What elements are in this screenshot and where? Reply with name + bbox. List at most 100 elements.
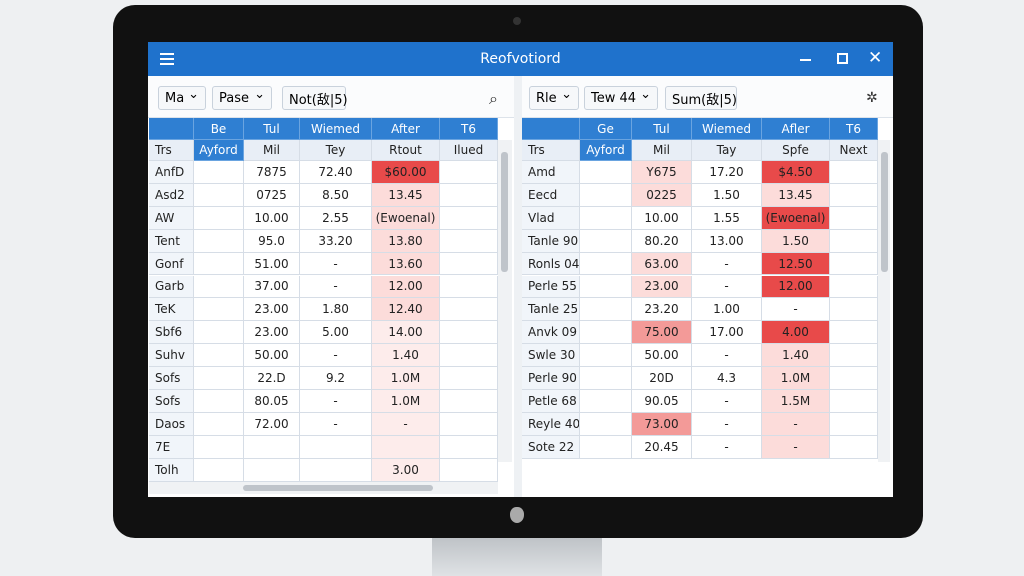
- toolbar-text: Pase: [219, 90, 249, 106]
- cell: [440, 252, 498, 276]
- cell: [830, 206, 878, 230]
- cell: 12.00: [372, 275, 440, 299]
- cell: -: [692, 412, 762, 436]
- cell: 33.20: [300, 229, 372, 253]
- dropdown[interactable]: Pase ⌄: [212, 86, 272, 110]
- column-subheader: Next: [830, 140, 878, 161]
- cell: [440, 344, 498, 368]
- cell: [440, 435, 498, 459]
- cell: 9.2: [300, 367, 372, 390]
- cell: [194, 344, 244, 368]
- column-header: Ge: [580, 118, 632, 140]
- cell: 23.20: [632, 298, 692, 322]
- cell: 50.00: [244, 344, 300, 368]
- cell: 72.40: [300, 161, 372, 184]
- minimize-button[interactable]: [800, 59, 811, 61]
- cell: [244, 435, 300, 459]
- cell: [580, 206, 632, 230]
- maximize-button[interactable]: [837, 53, 848, 64]
- cell: Vlad: [522, 206, 580, 230]
- cell: 1.00: [692, 298, 762, 322]
- cell: [830, 252, 878, 276]
- cell: [194, 321, 244, 345]
- cell: 51.00: [244, 252, 300, 276]
- search-icon[interactable]: ⌕: [489, 89, 498, 108]
- column-subheader: Ayford: [580, 140, 632, 161]
- cell: Garb: [149, 275, 194, 299]
- close-button[interactable]: ✕: [868, 48, 883, 68]
- dropdown[interactable]: Rle ⌄: [529, 86, 579, 110]
- column-header: After: [372, 118, 440, 140]
- cell: 75.00: [632, 321, 692, 345]
- cell: [580, 412, 632, 436]
- logo: [510, 507, 524, 523]
- cell: Tanle 25: [522, 298, 580, 322]
- toolbar-text: Not(敌|5): [289, 92, 348, 108]
- cell: -: [762, 298, 830, 322]
- menu-button[interactable]: [160, 53, 174, 65]
- column-subheader: Ayford: [194, 140, 244, 161]
- scroll-thumb[interactable]: [501, 152, 508, 272]
- cell: 72.00: [244, 412, 300, 436]
- cell: Amd: [522, 161, 580, 184]
- cell: Tanle 90: [522, 229, 580, 253]
- cell: AW: [149, 206, 194, 230]
- cell: AnfD: [149, 161, 194, 184]
- cell: -: [692, 390, 762, 413]
- cell: 1.0M: [372, 367, 440, 390]
- column-header: Tul: [632, 118, 692, 140]
- caret: ⌄: [188, 87, 199, 102]
- cell: 1.50: [762, 229, 830, 253]
- column-header: [149, 118, 194, 140]
- column-subheader: Ilued: [440, 140, 498, 161]
- cell: 8.50: [300, 183, 372, 207]
- cell: 0225: [632, 183, 692, 207]
- cell: [830, 344, 878, 368]
- cell: [830, 183, 878, 207]
- cell: [194, 229, 244, 253]
- cell: [580, 229, 632, 253]
- cell: 63.00: [632, 252, 692, 276]
- cell: Anvk 09: [522, 321, 580, 345]
- cell: -: [762, 435, 830, 459]
- cell: [300, 435, 372, 459]
- cell: Gonf: [149, 252, 194, 276]
- cell: 17.00: [692, 321, 762, 345]
- cell: 20D: [632, 367, 692, 390]
- column-header: Afler: [762, 118, 830, 140]
- cell: [580, 390, 632, 413]
- cell: 2.55: [300, 206, 372, 230]
- cell: [440, 161, 498, 184]
- cell: -: [692, 252, 762, 276]
- cell: 1.55: [692, 206, 762, 230]
- formula-input[interactable]: Not(敌|5): [282, 86, 348, 110]
- pane-divider: [514, 76, 522, 497]
- caret: ⌄: [640, 87, 651, 102]
- cell: -: [762, 412, 830, 436]
- cell: Asd2: [149, 183, 194, 207]
- cell: 13.00: [692, 229, 762, 253]
- settings-icon[interactable]: ✲: [866, 90, 878, 106]
- cell: 1.0M: [372, 390, 440, 413]
- cell: 95.0: [244, 229, 300, 253]
- scroll-thumb[interactable]: [243, 485, 433, 491]
- cell: Sofs: [149, 390, 194, 413]
- column-subheader: Rtout: [372, 140, 440, 161]
- cell: 90.05: [632, 390, 692, 413]
- column-subheader: Mil: [632, 140, 692, 161]
- formula-input[interactable]: Sum(敌|5): [665, 86, 737, 110]
- cell: [580, 435, 632, 459]
- cell: 80.20: [632, 229, 692, 253]
- cell: 12.00: [762, 275, 830, 299]
- dropdown[interactable]: Ma ⌄: [158, 86, 206, 110]
- cell: 50.00: [632, 344, 692, 368]
- cell: 13.45: [372, 183, 440, 207]
- toolbar-text: Ma: [165, 90, 185, 106]
- cell: -: [372, 412, 440, 436]
- cell: (Ewoenal): [762, 206, 830, 230]
- cell: -: [692, 275, 762, 299]
- dropdown[interactable]: Tew 44 ⌄: [584, 86, 658, 110]
- cell: Tolh: [149, 458, 194, 482]
- cell: [440, 367, 498, 390]
- scroll-thumb[interactable]: [881, 152, 888, 272]
